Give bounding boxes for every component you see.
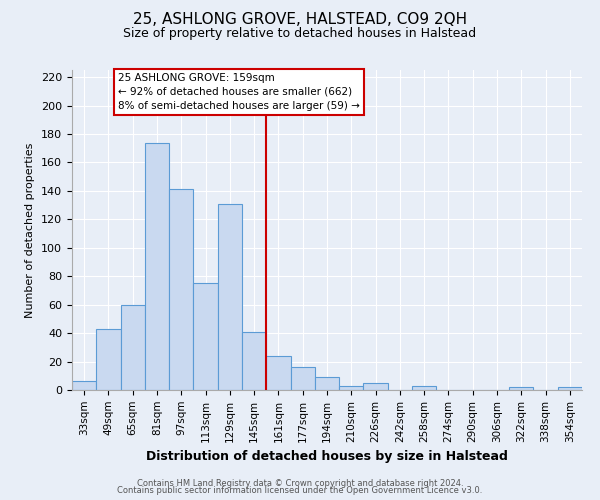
Text: Size of property relative to detached houses in Halstead: Size of property relative to detached ho… [124,28,476,40]
Bar [145,142,169,390]
Bar [339,386,364,390]
Bar [96,329,121,390]
Bar [169,190,193,390]
Bar [266,356,290,390]
Bar [558,387,582,390]
Bar [412,386,436,390]
Text: Contains HM Land Registry data © Crown copyright and database right 2024.: Contains HM Land Registry data © Crown c… [137,478,463,488]
Y-axis label: Number of detached properties: Number of detached properties [25,142,35,318]
Text: Contains public sector information licensed under the Open Government Licence v3: Contains public sector information licen… [118,486,482,495]
Bar [242,332,266,390]
Bar [315,377,339,390]
Bar [218,204,242,390]
X-axis label: Distribution of detached houses by size in Halstead: Distribution of detached houses by size … [146,450,508,463]
Bar [290,367,315,390]
Bar [193,284,218,390]
Bar [509,387,533,390]
Bar [72,382,96,390]
Text: 25, ASHLONG GROVE, HALSTEAD, CO9 2QH: 25, ASHLONG GROVE, HALSTEAD, CO9 2QH [133,12,467,28]
Text: 25 ASHLONG GROVE: 159sqm
← 92% of detached houses are smaller (662)
8% of semi-d: 25 ASHLONG GROVE: 159sqm ← 92% of detach… [118,73,360,111]
Bar [121,304,145,390]
Bar [364,383,388,390]
